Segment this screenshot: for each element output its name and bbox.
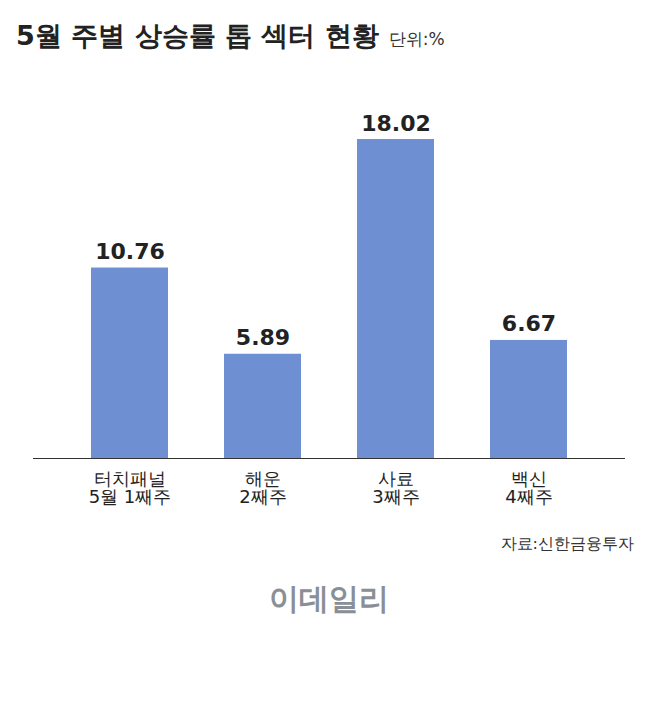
html-text:5월 주별 상승률 톱 섹터 현황 단위:%: 5월 주별 상승률 톱 섹터 현황 단위:% (16, 20, 445, 51)
svg-text:10.76: 10.76 (95, 239, 165, 264)
html-text:이데일리: 이데일리 (269, 581, 389, 616)
html-text:자료:신한금융투자: 자료:신한금융투자 (500, 534, 634, 553)
svg-text:터치패널5월 1째주: 터치패널5월 1째주 (89, 468, 172, 507)
svg-text:해운2째주: 해운2째주 (239, 468, 286, 507)
svg-text:5.89: 5.89 (236, 325, 290, 350)
svg-text:사료3째주: 사료3째주 (372, 468, 419, 507)
svg-text:6.67: 6.67 (502, 311, 556, 336)
svg-text:18.02: 18.02 (361, 111, 431, 136)
svg-text:백신4째주: 백신4째주 (505, 468, 552, 507)
